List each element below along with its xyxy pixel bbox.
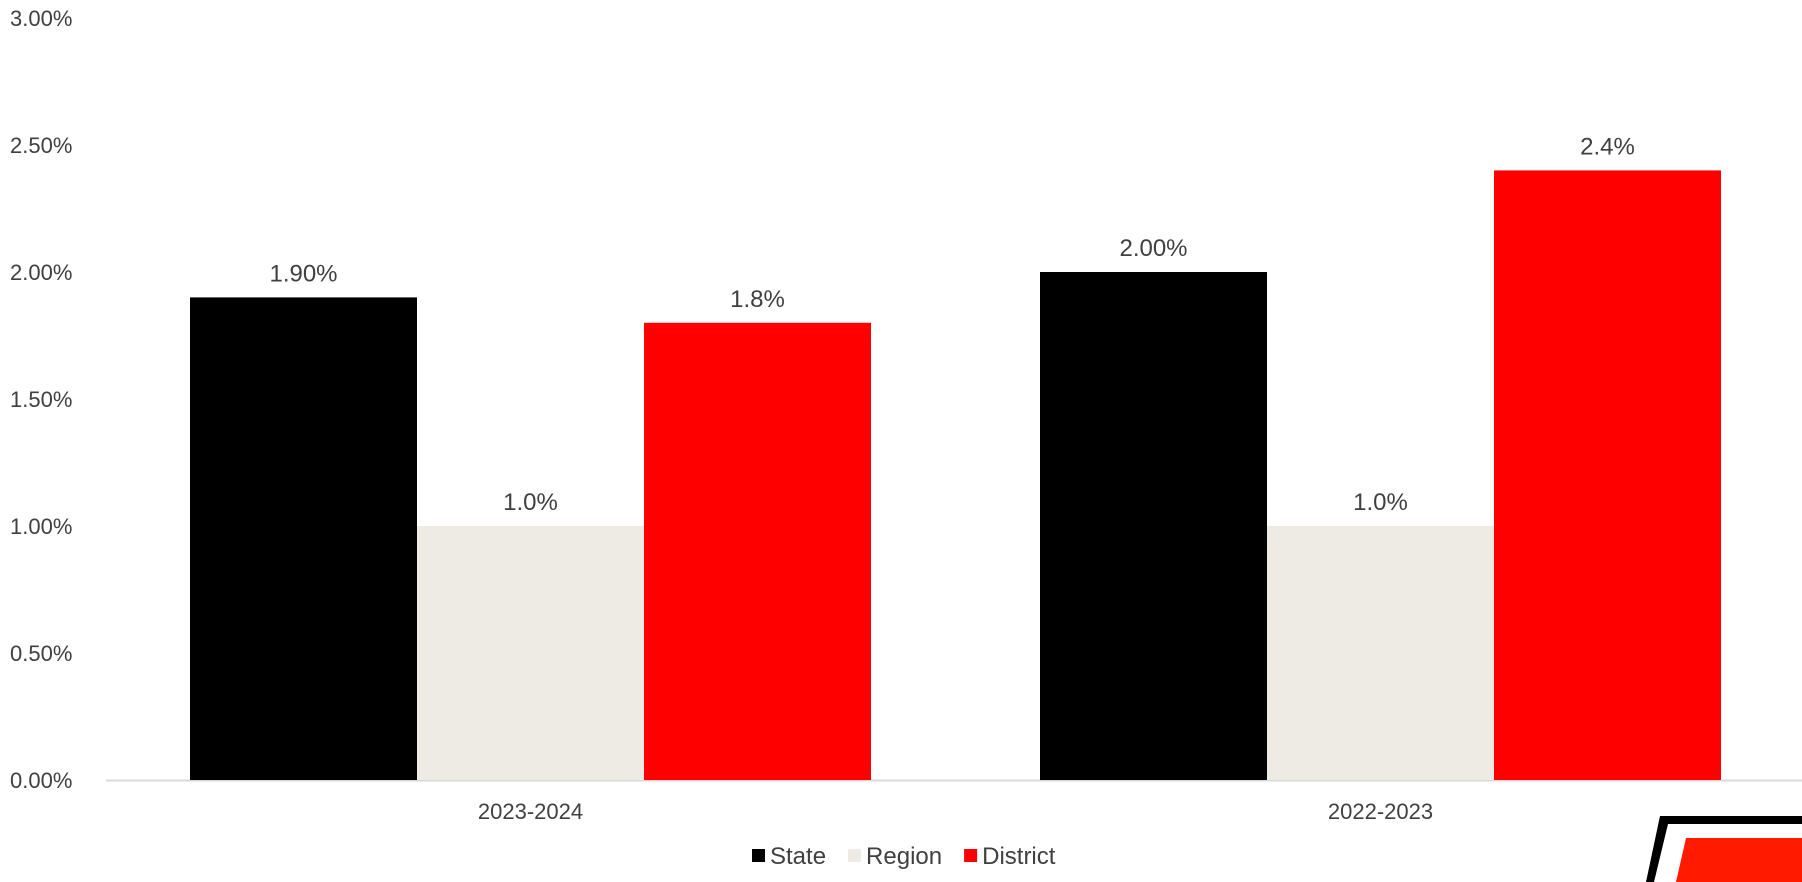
data-label-district-2022-2023: 2.4% bbox=[1580, 133, 1635, 160]
legend-swatch-district bbox=[964, 849, 978, 862]
bar-state-2022-2023 bbox=[1040, 272, 1267, 780]
y-tick-label: 0.00% bbox=[10, 768, 72, 793]
y-axis-ticks: 0.00% 0.50% 1.00% 1.50% 2.00% 2.50% 3.00% bbox=[10, 6, 72, 793]
logo-black-stroke bbox=[1646, 816, 1802, 882]
y-tick-label: 2.50% bbox=[10, 133, 72, 158]
legend-label-state: State bbox=[770, 843, 826, 870]
data-label-region-2022-2023: 1.0% bbox=[1353, 489, 1408, 516]
category-labels: 2023-2024 2022-2023 bbox=[478, 799, 1433, 824]
bar-region-2022-2023 bbox=[1267, 526, 1494, 780]
district-logo-icon bbox=[1646, 816, 1802, 882]
y-tick-label: 1.50% bbox=[10, 387, 72, 412]
category-label-2022-2023: 2022-2023 bbox=[1328, 799, 1433, 824]
legend-swatch-region bbox=[848, 849, 862, 862]
data-label-state-2022-2023: 2.00% bbox=[1119, 235, 1187, 262]
data-label-region-2023-2024: 1.0% bbox=[503, 489, 558, 516]
category-label-2023-2024: 2023-2024 bbox=[478, 799, 583, 824]
legend-label-region: Region bbox=[866, 843, 942, 870]
bar-region-2023-2024 bbox=[417, 526, 644, 780]
y-tick-label: 1.00% bbox=[10, 514, 72, 539]
legend-swatch-state bbox=[752, 849, 765, 862]
data-label-state-2023-2024: 1.90% bbox=[269, 260, 337, 287]
bar-district-2023-2024 bbox=[644, 322, 871, 780]
bar-district-2022-2023 bbox=[1494, 170, 1721, 780]
bars bbox=[190, 170, 1721, 780]
legend-label-district: District bbox=[982, 843, 1056, 870]
data-label-district-2023-2024: 1.8% bbox=[730, 286, 785, 313]
logo-red-shape bbox=[1676, 838, 1802, 882]
y-tick-label: 2.00% bbox=[10, 260, 72, 285]
legend: State Region District bbox=[752, 843, 1056, 870]
bar-state-2023-2024 bbox=[190, 297, 417, 780]
data-labels: 1.90% 1.0% 1.8% 2.00% 1.0% 2.4% bbox=[269, 133, 1634, 516]
y-tick-label: 0.50% bbox=[10, 641, 72, 666]
y-tick-label: 3.00% bbox=[10, 6, 72, 31]
